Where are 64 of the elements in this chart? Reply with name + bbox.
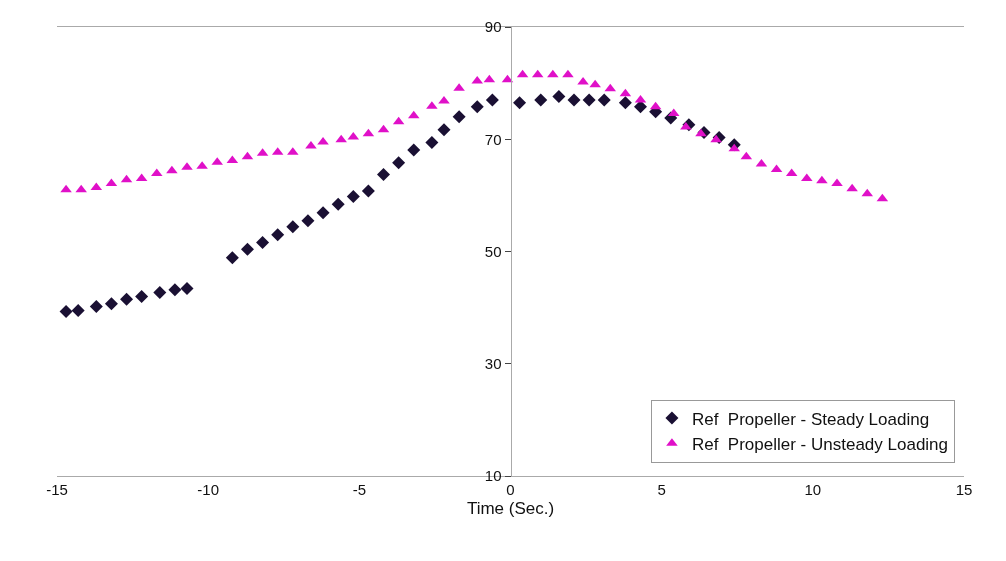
point <box>60 184 72 193</box>
point <box>552 90 566 104</box>
point <box>89 300 103 313</box>
point <box>301 214 315 228</box>
point <box>59 305 73 319</box>
point <box>271 228 285 242</box>
point <box>634 100 647 114</box>
x-tick-label: 10 <box>804 481 822 498</box>
point <box>361 184 375 198</box>
point <box>816 175 828 184</box>
x-tick-label: -5 <box>352 481 366 498</box>
point <box>513 96 527 110</box>
point <box>180 282 194 296</box>
point <box>168 283 182 297</box>
point <box>437 123 451 137</box>
x-tick-label: -10 <box>197 481 220 498</box>
point <box>153 285 167 299</box>
x-tick-label: 0 <box>506 481 515 498</box>
point <box>166 165 178 174</box>
point <box>104 297 118 311</box>
point <box>425 136 439 150</box>
point <box>71 303 85 317</box>
point <box>256 236 270 250</box>
point <box>335 134 347 143</box>
point <box>135 289 149 303</box>
point <box>286 220 300 234</box>
point <box>618 96 632 110</box>
point <box>567 93 581 107</box>
point <box>470 100 484 114</box>
point <box>120 292 134 306</box>
point <box>597 93 611 107</box>
legend-label: Ref Propeller - Unsteady Loading <box>691 434 949 454</box>
point <box>801 173 813 182</box>
x-tick-label: 15 <box>955 481 973 498</box>
point <box>582 93 596 107</box>
x-tick-label: 5 <box>657 481 666 498</box>
y-tick-label: 70 <box>484 130 502 148</box>
point <box>846 183 858 192</box>
point <box>831 178 843 187</box>
point <box>534 93 548 107</box>
y-tick-label: 10 <box>484 467 502 485</box>
point <box>695 128 707 137</box>
point <box>377 168 391 182</box>
y-tick-label: 50 <box>484 242 502 260</box>
point <box>589 79 601 88</box>
point <box>485 93 499 107</box>
point <box>562 69 574 78</box>
point <box>452 110 466 124</box>
legend-label: Ref Propeller - Steady Loading <box>691 409 930 429</box>
point <box>728 143 740 152</box>
point <box>240 242 254 256</box>
point <box>392 156 406 170</box>
x-axis-title: Time (Sec.) <box>466 499 555 519</box>
point <box>331 197 345 211</box>
point <box>710 134 722 143</box>
point <box>547 69 559 78</box>
point <box>316 206 330 220</box>
point <box>346 190 360 203</box>
x-tick-label: -15 <box>46 481 68 498</box>
y-tick-label: 90 <box>484 18 502 36</box>
point <box>407 143 421 157</box>
point <box>75 184 87 193</box>
y-tick-label: 30 <box>484 355 502 372</box>
point <box>225 251 239 265</box>
